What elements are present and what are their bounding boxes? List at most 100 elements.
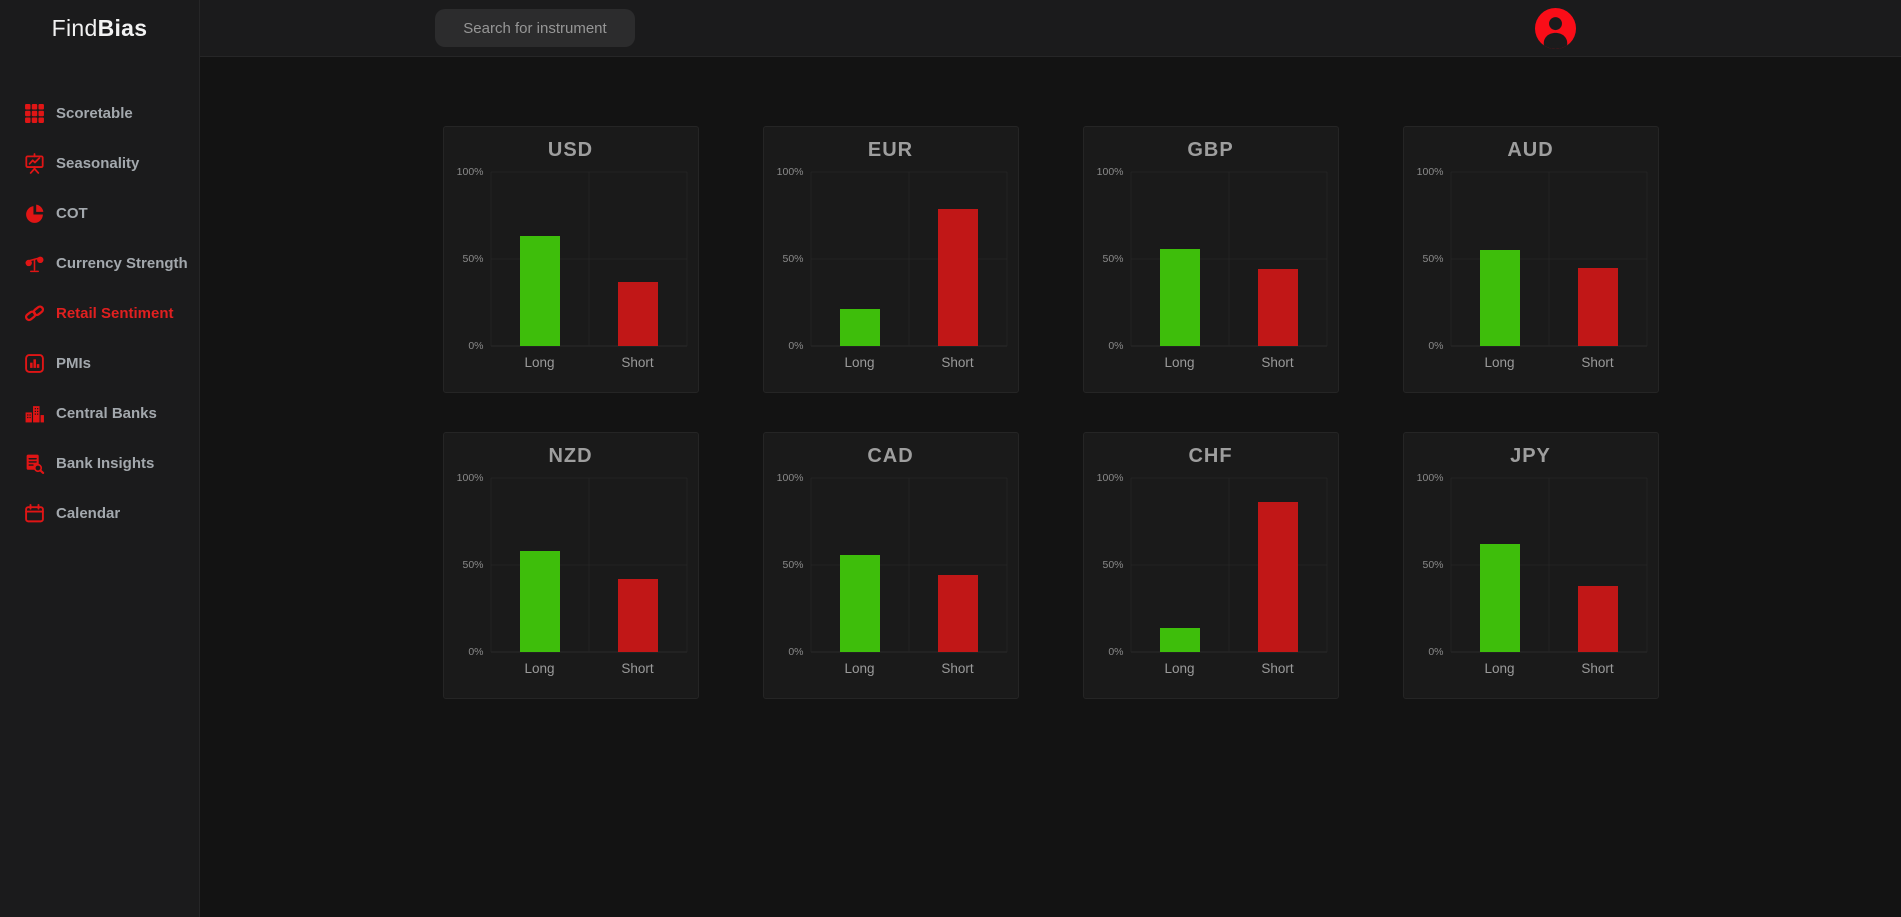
x-axis-label: Long	[524, 661, 555, 676]
sentiment-card-jpy: JPY 100% 50% 0% Long Short	[1402, 432, 1659, 699]
y-axis-tick: 0%	[788, 340, 804, 352]
y-axis-tick: 100%	[1096, 166, 1124, 178]
gridline	[1548, 172, 1549, 346]
gridline	[588, 172, 589, 346]
long-bar[interactable]	[839, 309, 880, 346]
long-bar[interactable]	[519, 551, 560, 652]
brand-logo[interactable]: FindBias	[0, 0, 199, 42]
card-title: AUD	[1507, 139, 1554, 161]
sidebar-item-label: Scoretable	[56, 104, 133, 122]
sentiment-card-chf: CHF 100% 50% 0% Long Short	[1082, 432, 1339, 699]
short-bar[interactable]	[937, 208, 978, 346]
gridline	[1130, 172, 1131, 346]
short-bar[interactable]	[617, 578, 658, 652]
bar-chart: 100% 50% 0% Long Short	[1417, 166, 1647, 370]
y-axis-tick: 50%	[782, 253, 804, 265]
user-avatar-icon	[1534, 7, 1577, 50]
short-bar[interactable]	[617, 281, 658, 346]
short-bar[interactable]	[1257, 269, 1298, 346]
long-bar[interactable]	[1159, 627, 1200, 652]
gridline	[908, 172, 909, 346]
gridline	[1326, 478, 1327, 652]
sidebar-item-bank-insights[interactable]: Bank Insights	[0, 438, 199, 488]
x-axis-label: Long	[844, 355, 875, 370]
chain-link-icon	[22, 301, 46, 325]
bank-buildings-icon	[22, 401, 46, 425]
x-axis-label: Long	[1484, 661, 1515, 676]
long-bar[interactable]	[1479, 544, 1520, 652]
sidebar-item-calendar[interactable]: Calendar	[0, 488, 199, 538]
brand-second: Bias	[97, 15, 148, 41]
short-bar[interactable]	[1577, 267, 1618, 346]
card-title: CAD	[867, 445, 914, 467]
y-axis-tick: 100%	[456, 472, 484, 484]
sentiment-card-nzd: NZD 100% 50% 0% Long Short	[442, 432, 699, 699]
document-search-icon	[22, 451, 46, 475]
long-bar[interactable]	[519, 236, 560, 346]
card-title: GBP	[1187, 139, 1234, 161]
search-input[interactable]	[435, 9, 635, 47]
gridline	[490, 478, 491, 652]
x-axis-label: Long	[1484, 355, 1515, 370]
sidebar-item-label: Calendar	[56, 504, 121, 522]
bar-chart: 100% 50% 0% Long Short	[1417, 472, 1647, 676]
y-axis-tick: 0%	[1108, 340, 1124, 352]
card-title: JPY	[1510, 445, 1551, 467]
sidebar-item-seasonality[interactable]: Seasonality	[0, 138, 199, 188]
sidebar-item-currency-strength[interactable]: Currency Strength	[0, 238, 199, 288]
y-axis-tick: 0%	[468, 646, 484, 658]
sidebar-item-retail-sentiment[interactable]: Retail Sentiment	[0, 288, 199, 338]
sidebar-item-label: Currency Strength	[56, 254, 188, 272]
gridline	[490, 345, 687, 347]
y-axis-tick: 50%	[1422, 253, 1444, 265]
gridline	[686, 172, 687, 346]
gridline	[490, 651, 687, 653]
gridline	[1228, 172, 1229, 346]
gridline	[810, 478, 811, 652]
calendar-icon	[22, 501, 46, 525]
gridline	[1646, 478, 1647, 652]
long-bar[interactable]	[1479, 250, 1520, 346]
short-bar[interactable]	[937, 575, 978, 652]
sidebar-item-central-banks[interactable]: Central Banks	[0, 388, 199, 438]
y-axis-tick: 100%	[1096, 472, 1124, 484]
gridline	[1646, 172, 1647, 346]
long-bar[interactable]	[1159, 248, 1200, 346]
x-axis-label: Long	[844, 661, 875, 676]
card-title: USD	[547, 139, 594, 161]
sidebar-item-scoretable[interactable]: Scoretable	[0, 88, 199, 138]
short-bar[interactable]	[1257, 502, 1298, 652]
gridline	[810, 345, 1007, 347]
card-title: EUR	[867, 139, 914, 161]
balance-scale-icon	[22, 251, 46, 275]
y-axis-tick: 100%	[1416, 166, 1444, 178]
sidebar-item-pmis[interactable]: PMIs	[0, 338, 199, 388]
gridline	[1006, 172, 1007, 346]
y-axis-tick: 0%	[1428, 340, 1444, 352]
sidebar-item-label: COT	[56, 204, 88, 222]
y-axis-tick: 0%	[1428, 646, 1444, 658]
gridline	[686, 478, 687, 652]
short-bar[interactable]	[1577, 585, 1618, 652]
y-axis-tick: 100%	[776, 472, 804, 484]
bar-chart: 100% 50% 0% Long Short	[777, 166, 1007, 370]
sidebar-item-label: Bank Insights	[56, 454, 155, 472]
x-axis-label: Short	[941, 355, 974, 370]
sentiment-card-cad: CAD 100% 50% 0% Long Short	[762, 432, 1019, 699]
gridline	[1548, 478, 1549, 652]
y-axis-tick: 0%	[788, 646, 804, 658]
sidebar-item-cot[interactable]: COT	[0, 188, 199, 238]
main-content: USD 100% 50% 0% Long Short EUR 100% 50% 0% Long Sho…	[200, 57, 1901, 917]
y-axis-tick: 100%	[456, 166, 484, 178]
x-axis-label: Short	[1261, 355, 1294, 370]
long-bar[interactable]	[839, 554, 880, 652]
gridline	[588, 478, 589, 652]
user-avatar-button[interactable]	[1534, 7, 1577, 50]
x-axis-label: Long	[1164, 355, 1195, 370]
x-axis-label: Short	[1581, 355, 1614, 370]
x-axis-label: Short	[621, 661, 654, 676]
gridline	[1006, 478, 1007, 652]
y-axis-tick: 50%	[1102, 253, 1124, 265]
bar-chart: 100% 50% 0% Long Short	[1097, 472, 1327, 676]
pie-chart-icon	[22, 201, 46, 225]
